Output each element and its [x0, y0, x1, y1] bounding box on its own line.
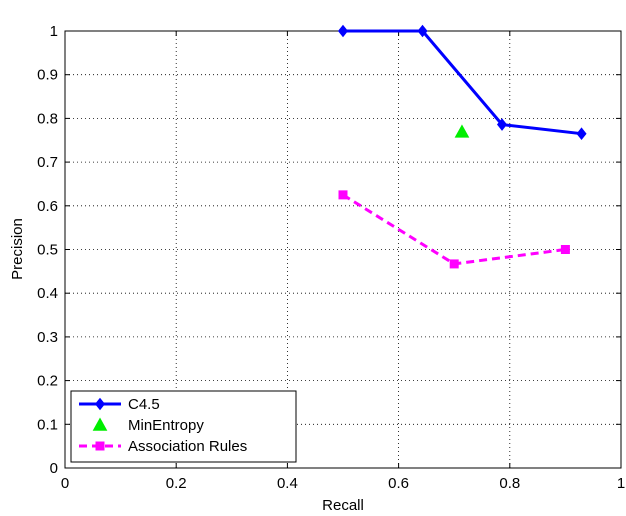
data-point: [576, 127, 587, 140]
data-point: [560, 245, 570, 254]
series-line: [342, 193, 566, 266]
x-tick-label: 0.6: [388, 475, 409, 492]
y-tick-label: 0.3: [37, 329, 58, 346]
legend-label: Association Rules: [128, 438, 247, 455]
data-point: [454, 124, 470, 138]
data-point: [449, 259, 459, 269]
legend-marker: [94, 397, 106, 411]
x-tick-label: 0.4: [277, 475, 298, 492]
y-tick-label: 0.8: [37, 110, 58, 127]
y-tick-label: 0.7: [37, 154, 58, 171]
axis-ticks: 0 0.2 0.4 0.6 0.8 1 0 0.1 0.2 0.3 0.4 0.5 0.6 0.7 0.8 0…: [37, 23, 625, 492]
data-point: [417, 24, 428, 38]
y-tick-label: 0.9: [37, 67, 58, 84]
y-tick-label: 0.5: [37, 242, 58, 259]
legend: C4.5 MinEntropy Association Rules: [70, 390, 297, 463]
y-tick-label: 0.2: [37, 373, 58, 390]
data-point: [338, 190, 348, 200]
y-tick-label: 0.6: [37, 198, 58, 215]
legend-marker: [95, 441, 105, 451]
y-axis-title: Precision: [9, 218, 26, 280]
x-tick-label: 0.8: [499, 475, 520, 492]
x-axis-title: Recall: [322, 497, 364, 514]
series-association-rules: [338, 190, 570, 269]
series-c4-5: [337, 24, 587, 140]
legend-label: MinEntropy: [128, 417, 204, 434]
series-line: [343, 29, 582, 136]
series-minentropy: [454, 124, 470, 138]
y-tick-label: 0: [50, 460, 58, 477]
x-tick-label: 1: [617, 475, 625, 492]
data-point: [337, 24, 349, 38]
y-tick-label: 0.1: [37, 416, 58, 433]
series-layer: [337, 24, 587, 269]
data-point: [496, 118, 508, 131]
y-tick-label: 1: [50, 23, 58, 40]
x-tick-label: 0.2: [166, 475, 187, 492]
y-tick-label: 0.4: [37, 285, 58, 302]
x-tick-label: 0: [61, 475, 69, 492]
legend-label: C4.5: [128, 396, 160, 413]
legend-marker: [92, 417, 108, 431]
